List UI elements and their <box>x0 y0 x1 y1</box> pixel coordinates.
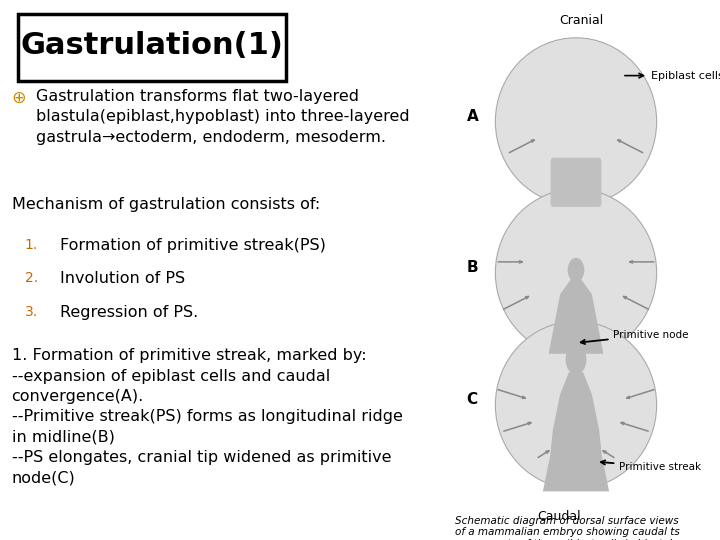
Text: Epiblast cells: Epiblast cells <box>625 71 720 80</box>
Ellipse shape <box>495 189 657 356</box>
Polygon shape <box>543 367 609 491</box>
Text: Involution of PS: Involution of PS <box>60 271 185 286</box>
Ellipse shape <box>495 38 657 205</box>
Text: Gastrulation transforms flat two-layered
blastula(epiblast,hypoblast) into three: Gastrulation transforms flat two-layered… <box>36 89 410 145</box>
Text: Schematic diagram of dorsal surface views
of a mammalian embryo showing caudal t: Schematic diagram of dorsal surface view… <box>455 516 682 540</box>
Text: Regression of PS.: Regression of PS. <box>60 305 198 320</box>
Text: Caudal: Caudal <box>537 510 580 523</box>
Text: Primitive streak: Primitive streak <box>601 461 701 472</box>
Ellipse shape <box>495 321 657 489</box>
Text: 3.: 3. <box>24 305 38 319</box>
FancyBboxPatch shape <box>18 14 286 81</box>
Text: Formation of primitive streak(PS): Formation of primitive streak(PS) <box>60 238 325 253</box>
Text: Mechanism of gastrulation consists of:: Mechanism of gastrulation consists of: <box>12 197 320 212</box>
Text: 2.: 2. <box>24 271 38 285</box>
Polygon shape <box>549 276 603 354</box>
Text: ⊕: ⊕ <box>12 89 26 107</box>
Text: 1. Formation of primitive streak, marked by:
--expansion of epiblast cells and c: 1. Formation of primitive streak, marked… <box>12 348 402 485</box>
Text: Gastrulation(1): Gastrulation(1) <box>21 31 284 60</box>
Ellipse shape <box>567 258 585 282</box>
Text: B: B <box>467 260 478 275</box>
Text: C: C <box>467 392 477 407</box>
FancyBboxPatch shape <box>551 158 601 207</box>
Text: Cranial: Cranial <box>559 14 604 26</box>
Ellipse shape <box>566 343 586 375</box>
Text: A: A <box>467 109 478 124</box>
Text: 1.: 1. <box>24 238 38 252</box>
Text: Primitive node: Primitive node <box>581 330 689 344</box>
